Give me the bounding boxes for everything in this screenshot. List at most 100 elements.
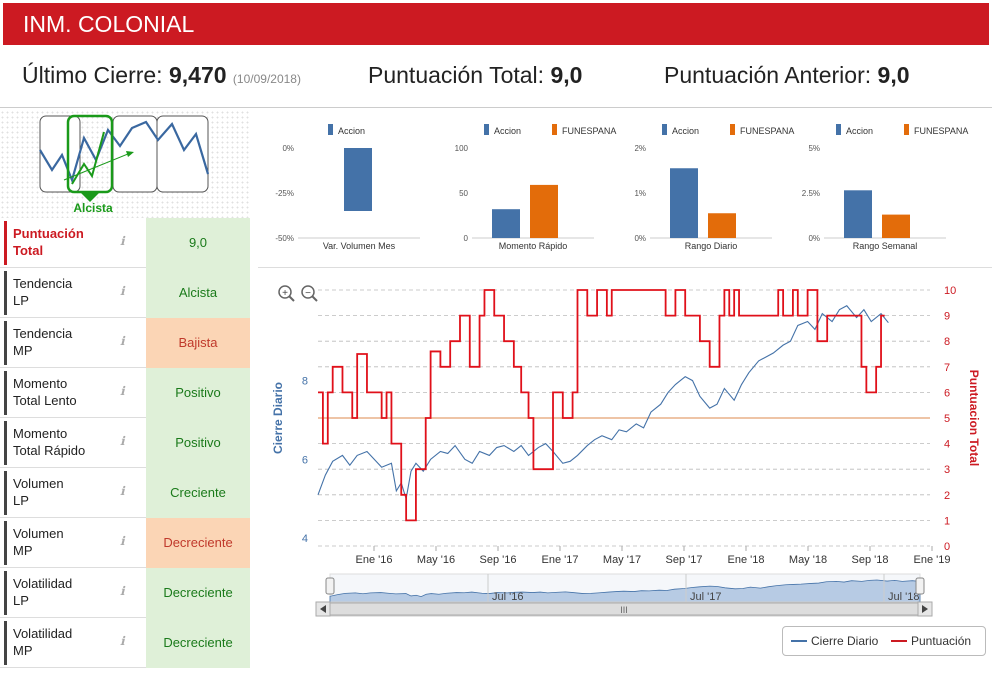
- legend-label[interactable]: FUNESPANA: [740, 126, 794, 136]
- indicator-label: Volatilidad MP: [4, 621, 146, 665]
- y-right-axis-title: Puntuacion Total: [967, 370, 981, 466]
- x-tick-label: Ene '19: [914, 554, 951, 566]
- indicator-value: Alcista: [146, 268, 250, 318]
- page-title: INM. COLONIAL: [23, 11, 195, 37]
- y-tick-label: -50%: [275, 234, 294, 243]
- indicator-row: Volumen MP ℹ Decreciente: [0, 518, 250, 568]
- total-score: Puntuación Total: 9,0: [368, 62, 582, 89]
- indicator-value: Creciente: [146, 468, 250, 518]
- navigator-tick-label: Jul '17: [690, 591, 721, 603]
- trend-illustration: [39, 114, 210, 202]
- info-icon[interactable]: ℹ: [120, 534, 125, 548]
- chevron-left-icon: [320, 605, 326, 613]
- bar-accion[interactable]: [844, 190, 872, 238]
- last-close-value: 9,470: [168, 62, 227, 88]
- series-close-line[interactable]: [317, 305, 889, 499]
- legend-label[interactable]: Accion: [672, 126, 699, 136]
- y-right-tick: 5: [944, 413, 950, 425]
- scrollbar-grip[interactable]: III: [620, 605, 628, 615]
- info-icon[interactable]: ℹ: [120, 234, 125, 248]
- bar-funespana[interactable]: [882, 214, 910, 238]
- last-close: Último Cierre: 9,470 (10/09/2018): [22, 62, 301, 89]
- mini-chart-title: Momento Rápido: [499, 241, 568, 251]
- y-right-tick: 9: [944, 311, 950, 323]
- info-icon[interactable]: ℹ: [120, 384, 125, 398]
- navigator-handle-left[interactable]: [325, 577, 335, 595]
- trend-label: Alcista: [73, 201, 113, 215]
- bar-funespana[interactable]: [530, 184, 558, 238]
- y-tick-label: 1%: [634, 189, 646, 198]
- y-tick-label: 2%: [634, 144, 646, 153]
- y-right-tick: 3: [944, 464, 950, 476]
- y-right-tick: 2: [944, 490, 950, 502]
- legend-label[interactable]: Accion: [338, 126, 365, 136]
- legend-score-label[interactable]: Puntuación: [911, 634, 971, 648]
- y-right-tick: 4: [944, 439, 950, 451]
- indicator-row: Volatilidad MP ℹ Decreciente: [0, 618, 250, 668]
- indicator-value: Decreciente: [146, 618, 250, 668]
- x-tick-label: Sep '17: [666, 554, 703, 566]
- legend-label[interactable]: Accion: [494, 126, 521, 136]
- indicator-label: Momento Total Rápido: [4, 421, 146, 465]
- indicator-label: Volatilidad LP: [4, 571, 146, 615]
- y-tick-label: 0%: [282, 144, 294, 153]
- price-score-chart: + −8 6 4 10 9 8 7 6 5 4 3 2 1 0 Cierre Diario Puntuacion…: [258, 272, 992, 670]
- y-right-tick: 8: [944, 336, 950, 348]
- summary-bar: Último Cierre: 9,470 (10/09/2018) Puntua…: [0, 48, 992, 108]
- legend-swatch: [552, 124, 557, 135]
- y-left-axis-title: Cierre Diario: [271, 382, 285, 454]
- navigator-tick-label: Jul '16: [492, 591, 523, 603]
- zoom-in-icon[interactable]: +: [278, 285, 295, 302]
- chart-legend: Cierre Diario Puntuación: [782, 626, 986, 656]
- info-icon[interactable]: ℹ: [120, 584, 125, 598]
- indicator-label: Momento Total Lento: [4, 371, 146, 415]
- mini-chart-title: Var. Volumen Mes: [323, 241, 396, 251]
- x-tick-label: May '18: [789, 554, 827, 566]
- y-left-tick: 4: [302, 533, 308, 545]
- y-right-tick: 1: [944, 515, 950, 527]
- indicator-row: Volatilidad LP ℹ Decreciente: [0, 568, 250, 618]
- legend-swatch: [328, 124, 333, 135]
- chevron-right-icon: [922, 605, 928, 613]
- info-icon[interactable]: ℹ: [120, 434, 125, 448]
- legend-swatch: [730, 124, 735, 135]
- zoom-controls: + −: [278, 285, 318, 302]
- series-score-line[interactable]: [318, 289, 885, 522]
- legend-swatch: [836, 124, 841, 135]
- mini-charts: Accion 0% -25% -50% Var. Volumen Mes Accion FU…: [258, 110, 992, 268]
- x-tick-label: Sep '16: [480, 554, 517, 566]
- x-tick-label: Ene '17: [542, 554, 579, 566]
- navigator[interactable]: Jul '16 Jul '17 Jul '18: [325, 573, 925, 603]
- info-icon[interactable]: ℹ: [120, 634, 125, 648]
- y-right-tick: 0: [944, 541, 950, 553]
- bar-accion[interactable]: [670, 168, 698, 238]
- mini-chart-title: Rango Semanal: [853, 241, 918, 251]
- last-close-label: Último Cierre:: [22, 62, 163, 88]
- bar-accion[interactable]: [492, 209, 520, 238]
- info-icon[interactable]: ℹ: [120, 334, 125, 348]
- zoom-out-icon[interactable]: −: [301, 285, 318, 302]
- info-icon[interactable]: ℹ: [120, 484, 125, 498]
- previous-score-label: Puntuación Anterior:: [664, 62, 872, 88]
- mini-bar-charts: Accion 0% -25% -50% Var. Volumen Mes Accion FU…: [275, 124, 968, 251]
- x-tick-label: May '17: [603, 554, 641, 566]
- indicator-value: Decreciente: [146, 518, 250, 568]
- indicator-row: Momento Total Rápido ℹ Positivo: [0, 418, 250, 468]
- legend-label[interactable]: FUNESPANA: [914, 126, 968, 136]
- legend-label[interactable]: Accion: [846, 126, 873, 136]
- legend-close-label[interactable]: Cierre Diario: [811, 634, 879, 648]
- previous-score: Puntuación Anterior: 9,0: [664, 62, 910, 89]
- navigator-series: [329, 579, 921, 603]
- indicator-row: Tendencia MP ℹ Bajista: [0, 318, 250, 368]
- info-icon[interactable]: ℹ: [120, 284, 125, 298]
- svg-text:−: −: [305, 288, 311, 299]
- bar-funespana[interactable]: [708, 213, 736, 238]
- scrollbar[interactable]: III: [315, 601, 933, 617]
- navigator-handle-right[interactable]: [915, 577, 925, 595]
- indicator-value: Positivo: [146, 418, 250, 468]
- indicator-value: Positivo: [146, 368, 250, 418]
- legend-label[interactable]: FUNESPANA: [562, 126, 616, 136]
- navigator-tick-label: Jul '18: [888, 591, 919, 603]
- indicator-label: Puntuación Total: [4, 221, 146, 265]
- bar-accion[interactable]: [344, 148, 372, 211]
